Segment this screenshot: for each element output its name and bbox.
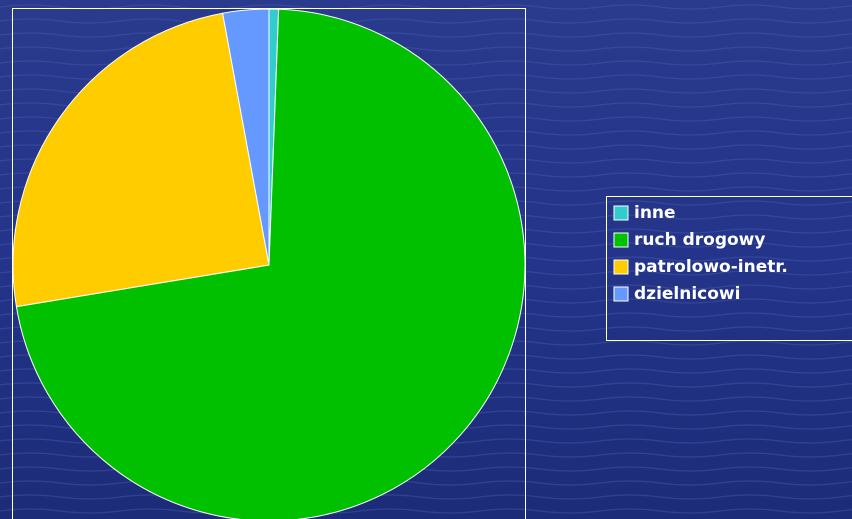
legend-label: dzielnicowi [634, 284, 740, 304]
legend-label: patrolowo-inetr. [634, 257, 788, 277]
legend-swatch [613, 205, 629, 221]
pie-slice [222, 8, 270, 266]
legend-label: ruch drogowy [634, 230, 765, 250]
legend-frame [606, 196, 852, 341]
legend-swatch [613, 232, 629, 248]
pie-slice [15, 8, 526, 519]
legend-swatch [613, 259, 629, 275]
pie-slice [12, 12, 270, 308]
legend-label: inne [634, 203, 676, 223]
legend-swatch [613, 286, 629, 302]
